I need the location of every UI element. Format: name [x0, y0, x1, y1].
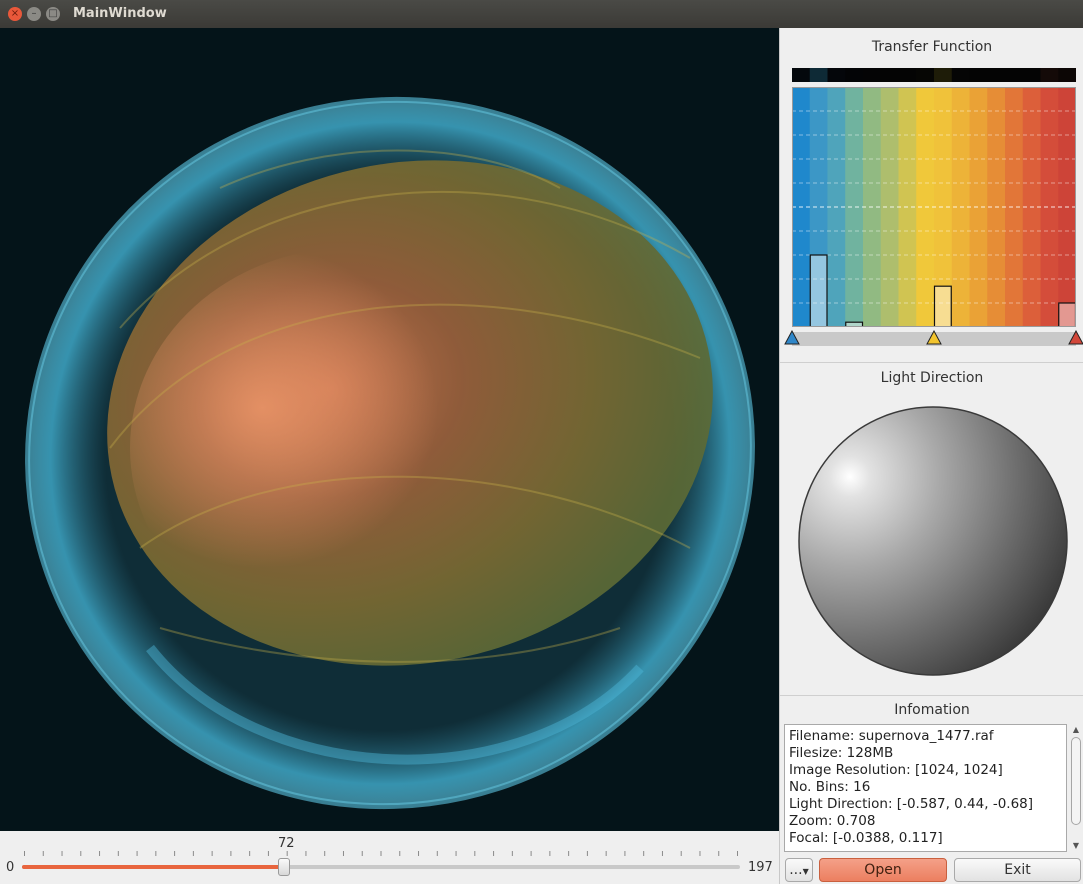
- info-bins: No. Bins: 16: [789, 779, 1066, 796]
- tf-strip-cell: [863, 68, 881, 82]
- tf-strip-cell: [970, 68, 988, 82]
- tf-marker-blue[interactable]: [785, 331, 799, 344]
- close-icon[interactable]: ×: [8, 7, 22, 21]
- more-options-button[interactable]: ...▼: [785, 858, 813, 882]
- color-markers: [780, 330, 1083, 350]
- light-direction-sphere[interactable]: [797, 405, 1069, 677]
- information-scrollbar[interactable]: ▲ ▼: [1070, 724, 1082, 852]
- window-title: MainWindow: [73, 6, 167, 21]
- slider-ticks: [24, 851, 738, 857]
- information-text-area[interactable]: Filename: supernova_1477.raf Filesize: 1…: [784, 724, 1067, 852]
- light-direction-title: Light Direction: [780, 370, 1083, 386]
- info-resolution: Image Resolution: [1024, 1024]: [789, 762, 1066, 779]
- open-button[interactable]: Open: [819, 858, 947, 882]
- scrollbar-thumb[interactable]: [1071, 737, 1081, 825]
- info-filename: Filename: supernova_1477.raf: [789, 728, 1066, 745]
- transfer-function-title: Transfer Function: [780, 39, 1083, 55]
- transfer-function-opacity-strip: [792, 68, 1076, 82]
- tf-strip-cell: [792, 68, 810, 82]
- slider-fill: [22, 865, 284, 869]
- side-panel: Transfer Function Light Direction Infoma…: [779, 28, 1083, 884]
- exit-button[interactable]: Exit: [954, 858, 1081, 882]
- transfer-function-editor[interactable]: [792, 87, 1076, 327]
- tf-strip-cell: [1023, 68, 1041, 82]
- tf-strip-cell: [881, 68, 899, 82]
- tf-opacity-bar[interactable]: [935, 286, 952, 327]
- supernova-render: [0, 28, 779, 831]
- tf-color-band: [1005, 87, 1023, 327]
- info-light-direction: Light Direction: [-0.587, 0.44, -0.68]: [789, 796, 1066, 813]
- tf-strip-cell: [828, 68, 846, 82]
- tf-strip-cell: [1005, 68, 1023, 82]
- tf-color-band: [845, 87, 863, 327]
- information-title: Infomation: [780, 702, 1083, 718]
- volume-slice-slider: 72 0 197: [0, 831, 779, 884]
- tf-marker-yellow[interactable]: [927, 331, 941, 344]
- volume-render-view[interactable]: [0, 28, 779, 831]
- tf-opacity-bar[interactable]: [810, 255, 827, 327]
- slider-max-label: 197: [748, 860, 773, 875]
- tf-strip-cell: [916, 68, 934, 82]
- tf-color-band: [1041, 87, 1059, 327]
- tf-color-band: [970, 87, 988, 327]
- tf-strip-cell: [987, 68, 1005, 82]
- tf-strip-cell: [934, 68, 952, 82]
- scroll-up-icon[interactable]: ▲: [1070, 724, 1082, 736]
- tf-strip-cell: [1058, 68, 1076, 82]
- tf-opacity-bar[interactable]: [1059, 303, 1076, 327]
- tf-strip-cell: [1041, 68, 1059, 82]
- tf-strip-cell: [810, 68, 828, 82]
- slider-min-label: 0: [6, 860, 14, 875]
- chevron-down-icon: ▼: [803, 867, 809, 876]
- slider-value-label: 72: [278, 836, 295, 851]
- info-filesize: Filesize: 128MB: [789, 745, 1066, 762]
- maximize-icon[interactable]: □: [46, 7, 60, 21]
- tf-strip-cell: [952, 68, 970, 82]
- scroll-down-icon[interactable]: ▼: [1070, 840, 1082, 852]
- tf-marker-red[interactable]: [1069, 331, 1083, 344]
- more-options-label: ...: [789, 862, 802, 878]
- info-zoom: Zoom: 0.708: [789, 813, 1066, 830]
- title-bar: × – □ MainWindow: [0, 0, 1083, 28]
- slider-handle[interactable]: [278, 858, 290, 876]
- info-focal: Focal: [-0.0388, 0.117]: [789, 830, 1066, 847]
- tf-strip-cell: [845, 68, 863, 82]
- tf-strip-cell: [899, 68, 917, 82]
- minimize-icon[interactable]: –: [27, 7, 41, 21]
